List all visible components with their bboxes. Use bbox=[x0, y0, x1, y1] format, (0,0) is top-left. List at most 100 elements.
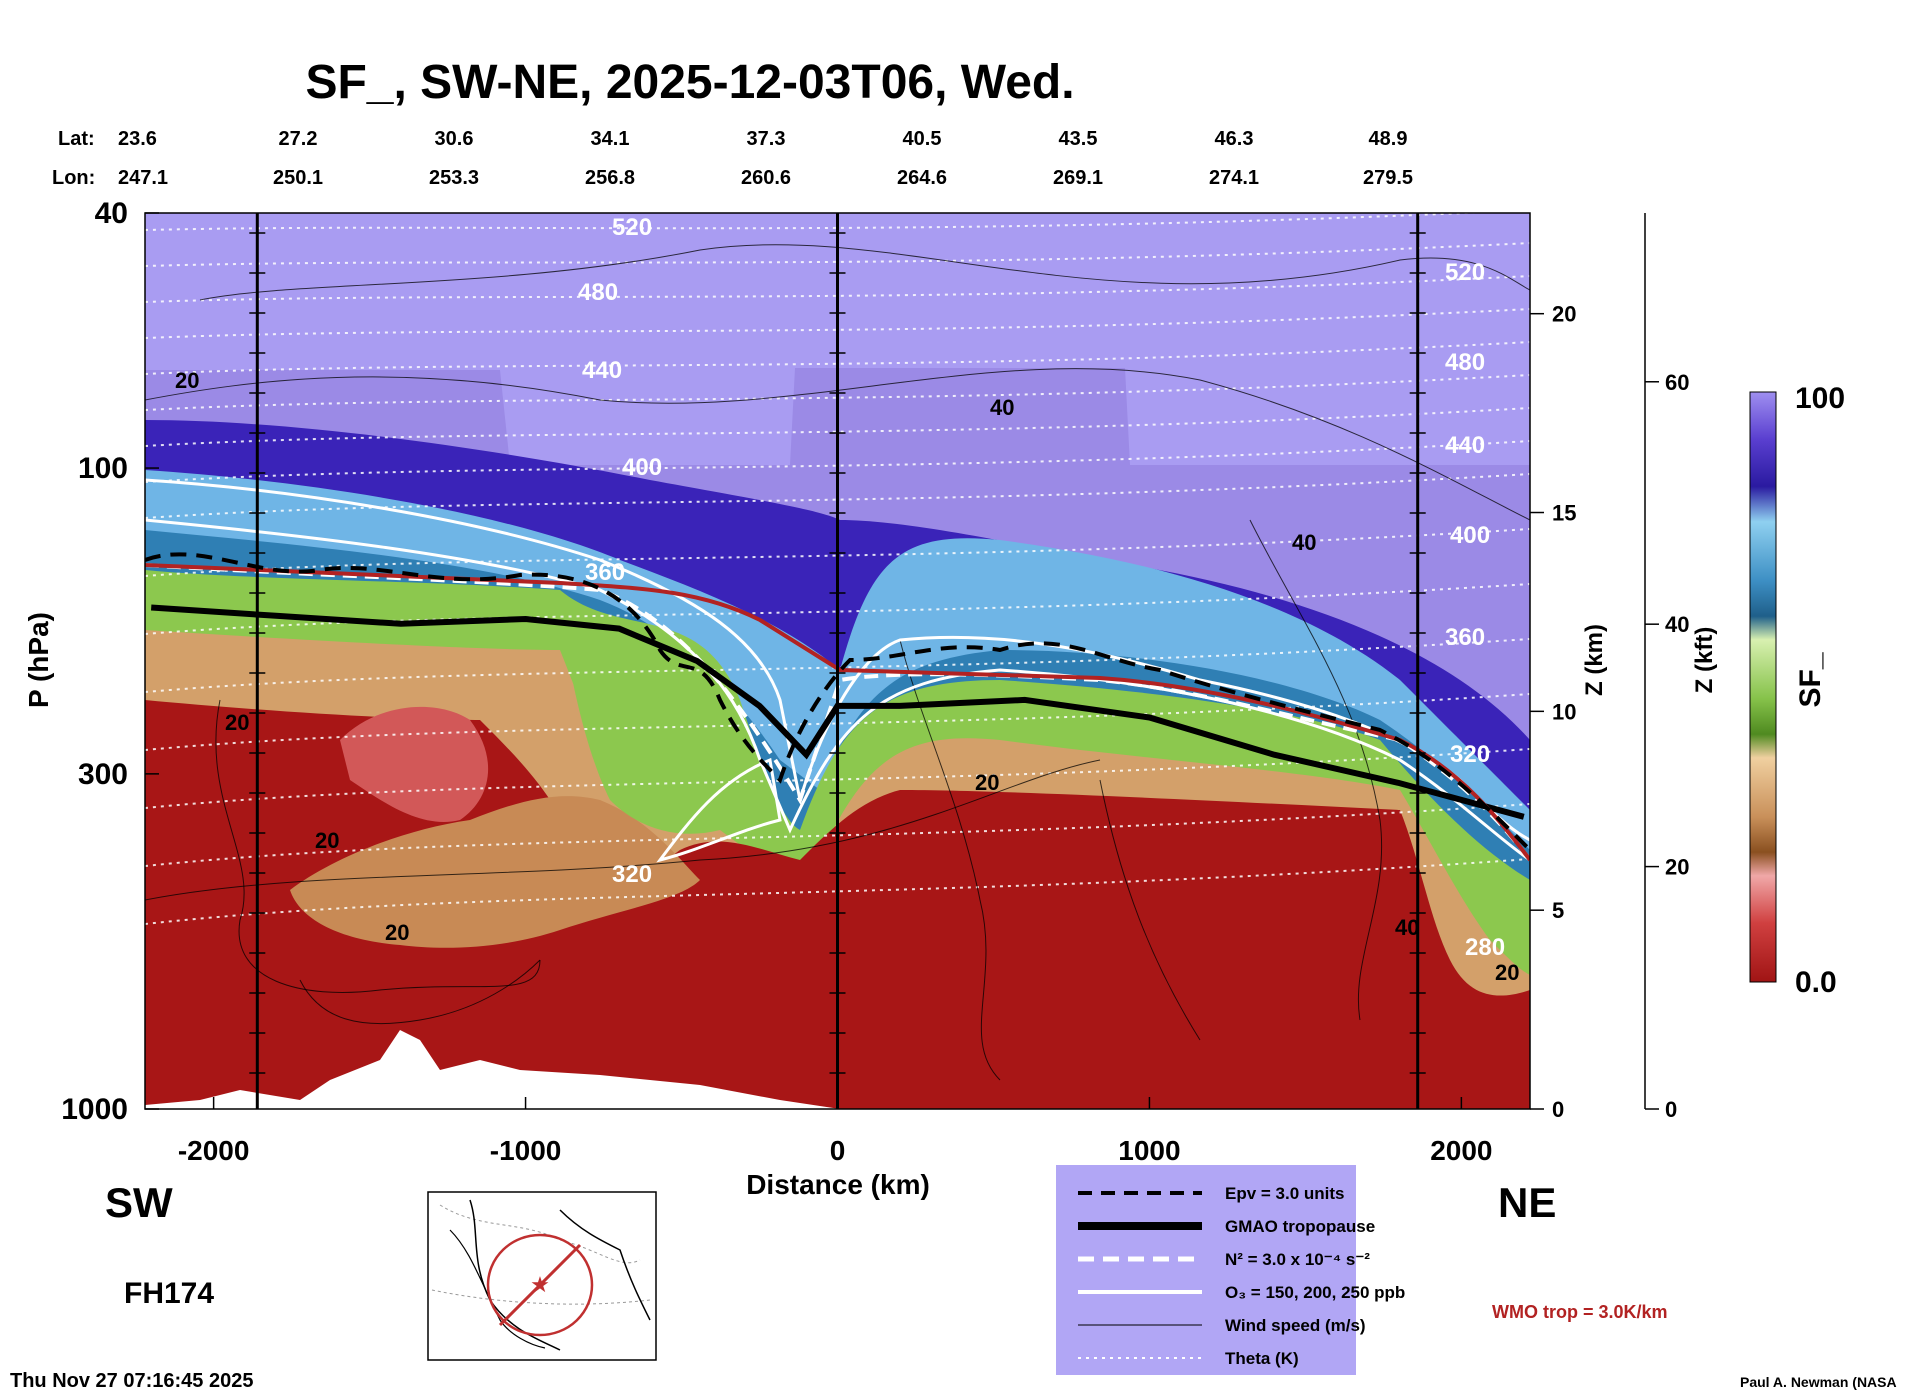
chart-title: SF_, SW-NE, 2025-12-03T06, Wed. bbox=[305, 56, 1074, 109]
x-tick-label: 2000 bbox=[1430, 1135, 1492, 1166]
theta-line bbox=[145, 341, 1530, 375]
lon-value: 253.3 bbox=[429, 167, 479, 189]
p-tick-label: 1000 bbox=[61, 1093, 128, 1126]
lat-value: 27.2 bbox=[279, 128, 318, 150]
wind-label: 40 bbox=[1395, 915, 1419, 940]
wind-label: 40 bbox=[1292, 530, 1316, 555]
zkm-tick-label: 20 bbox=[1552, 302, 1576, 327]
map-star-icon: ★ bbox=[530, 1272, 550, 1297]
lon-value: 264.6 bbox=[897, 167, 947, 189]
z-km-axis-ticks: 0 5 10 15 20 bbox=[1530, 302, 1576, 1122]
lon-value: 274.1 bbox=[1209, 167, 1259, 189]
theta-line bbox=[145, 213, 1487, 231]
brown-tongue bbox=[290, 796, 700, 948]
wind-contour bbox=[1099, 779, 1201, 1041]
lat-value: 46.3 bbox=[1215, 128, 1254, 150]
z-kft-axis-label: Z (kft) bbox=[1691, 627, 1718, 694]
wind-speed-contours: 20 40 40 20 20 20 20 40 20 bbox=[145, 244, 1530, 1081]
x-tick-label: 0 bbox=[830, 1135, 846, 1166]
x-tick-label: -1000 bbox=[490, 1135, 562, 1166]
wind-label: 20 bbox=[315, 828, 339, 853]
theta-label: 480 bbox=[578, 279, 618, 306]
legend-label: Wind speed (m/s) bbox=[1225, 1316, 1366, 1335]
lat-value: 43.5 bbox=[1059, 128, 1098, 150]
wind-label: 20 bbox=[175, 368, 199, 393]
zkft-tick-label: 20 bbox=[1665, 855, 1689, 880]
lat-lon-values: 23.6 27.2 30.6 34.1 37.3 40.5 43.5 46.3 48.9 247.… bbox=[118, 128, 1413, 189]
theta-line bbox=[145, 473, 1530, 519]
direction-sw: SW bbox=[105, 1179, 173, 1226]
legend-box bbox=[1056, 1165, 1356, 1375]
x-axis-ticks: -2000 -1000 0 1000 2000 bbox=[178, 1097, 1493, 1166]
lon-value: 260.6 bbox=[741, 167, 791, 189]
p-tick-label: 40 bbox=[95, 197, 128, 230]
lat-value: 48.9 bbox=[1369, 128, 1408, 150]
legend-label: N² = 3.0 x 10⁻⁴ s⁻² bbox=[1225, 1250, 1370, 1269]
x-tick-label: 1000 bbox=[1118, 1135, 1180, 1166]
theta-label: 400 bbox=[1450, 522, 1490, 549]
theta-labels: 520 480 440 400 360 320 520 480 440 400 360 320 280 bbox=[578, 214, 1505, 961]
p-tick-label: 100 bbox=[78, 452, 128, 485]
epv-line bbox=[145, 552, 1530, 852]
z-km-axis-label: Z (km) bbox=[1581, 624, 1608, 696]
theta-label: 360 bbox=[585, 559, 625, 586]
legend-label: O₃ = 150, 200, 250 ppb bbox=[1225, 1283, 1405, 1302]
colorbar-label: SF_ bbox=[1794, 652, 1827, 707]
lat-label: Lat: bbox=[58, 128, 95, 150]
theta-label: 400 bbox=[622, 454, 662, 481]
theta-label: 280 bbox=[1465, 934, 1505, 961]
x-axis-label: Distance (km) bbox=[746, 1169, 930, 1200]
legend: Epv = 3.0 units GMAO tropopause N² = 3.0 x… bbox=[1056, 1165, 1405, 1375]
theta-isentropes bbox=[145, 213, 1530, 925]
theta-line bbox=[145, 242, 1530, 267]
direction-ne: NE bbox=[1498, 1179, 1556, 1226]
wind-contour bbox=[199, 244, 1530, 301]
theta-line bbox=[145, 407, 1530, 447]
theta-line bbox=[145, 583, 1530, 635]
theta-label: 440 bbox=[1445, 432, 1485, 459]
zkft-tick-label: 40 bbox=[1665, 612, 1689, 637]
forecast-hour: FH174 bbox=[124, 1277, 214, 1310]
zkm-tick-label: 5 bbox=[1552, 898, 1564, 923]
lat-value: 37.3 bbox=[747, 128, 786, 150]
lat-value: 23.6 bbox=[118, 128, 157, 150]
theta-line bbox=[145, 528, 1530, 577]
lon-value: 250.1 bbox=[273, 167, 323, 189]
lat-value: 34.1 bbox=[591, 128, 630, 150]
lon-value: 269.1 bbox=[1053, 167, 1103, 189]
theta-label: 360 bbox=[1445, 624, 1485, 651]
wind-contour bbox=[145, 368, 1530, 521]
theta-line bbox=[145, 308, 1530, 339]
legend-label: Theta (K) bbox=[1225, 1349, 1299, 1368]
theta-label: 320 bbox=[1450, 741, 1490, 768]
o3-contour-tongue bbox=[656, 757, 782, 863]
wind-contour bbox=[145, 759, 1101, 901]
theta-label: 320 bbox=[612, 861, 652, 888]
theta-label: 440 bbox=[582, 357, 622, 384]
wind-contour bbox=[899, 639, 1001, 1081]
zkft-tick-label: 60 bbox=[1665, 370, 1689, 395]
colorbar-min: 0.0 bbox=[1795, 966, 1837, 999]
station-markers bbox=[249, 213, 1426, 1109]
green-tongue bbox=[565, 640, 720, 834]
o3-contour-lower bbox=[145, 518, 1530, 862]
wind-label: 20 bbox=[1495, 960, 1519, 985]
lon-label: Lon: bbox=[52, 167, 95, 189]
p-tick-label: 300 bbox=[78, 758, 128, 791]
credit: Paul A. Newman (NASA bbox=[1740, 1374, 1897, 1390]
legend-label: Epv = 3.0 units bbox=[1225, 1184, 1345, 1203]
colorbar-max: 100 bbox=[1795, 382, 1845, 415]
theta-label: 520 bbox=[1445, 259, 1485, 286]
timestamp: Thu Nov 27 07:16:45 2025 bbox=[10, 1370, 253, 1392]
lat-value: 30.6 bbox=[435, 128, 474, 150]
theta-line bbox=[145, 440, 1530, 483]
wind-label: 40 bbox=[990, 395, 1014, 420]
theta-label: 480 bbox=[1445, 349, 1485, 376]
legend-label: GMAO tropopause bbox=[1225, 1217, 1375, 1236]
wind-label: 20 bbox=[385, 920, 409, 945]
pressure-axis-ticks: 40 100 300 1000 bbox=[61, 197, 159, 1126]
gmao-tropopause-line bbox=[151, 604, 1525, 820]
y-axis-label: P (hPa) bbox=[23, 612, 54, 708]
